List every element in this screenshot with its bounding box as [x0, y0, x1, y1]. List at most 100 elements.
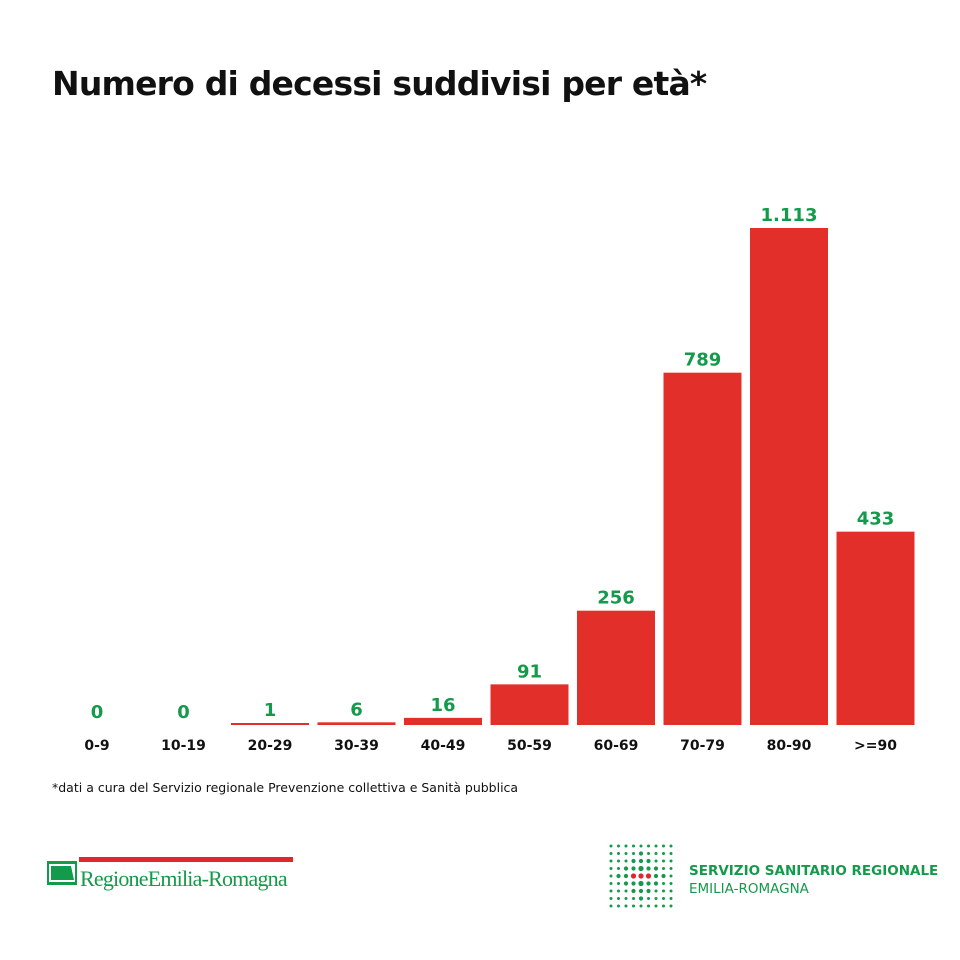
logo-dot	[662, 897, 665, 900]
logo-dot	[654, 859, 658, 863]
logo-dot	[638, 865, 644, 872]
logo-dot	[645, 873, 652, 879]
logo-dot	[638, 888, 644, 894]
value-label-10-19: 0	[177, 702, 190, 723]
logo-dot	[669, 889, 673, 893]
category-label-10-19: 10-19	[161, 738, 206, 754]
logo-dot	[647, 852, 650, 855]
logo-dot	[653, 881, 659, 886]
value-label-70-79: 789	[684, 350, 722, 371]
bar-60-69	[577, 610, 655, 725]
logo-dot	[617, 904, 620, 908]
logo-dot	[624, 844, 628, 848]
logo-dot	[617, 897, 620, 900]
logo-dot	[654, 889, 658, 893]
logo-dot	[638, 896, 644, 901]
logo-dot	[662, 867, 665, 870]
logo-dot	[623, 873, 629, 879]
logo-dot	[631, 881, 636, 886]
category-labels-group: 0-9 10-19 20-29 30-39 40-49 50-59 60-69 70-79 80…	[84, 738, 897, 754]
logo-dot	[654, 852, 658, 855]
logo-dot	[609, 904, 613, 908]
regione-logo-text: RegioneEmilia-Romagna	[80, 866, 288, 891]
value-label-50-59: 91	[517, 661, 542, 682]
logo-dot	[638, 858, 644, 864]
logo-dot	[624, 904, 628, 908]
logo-dot	[646, 888, 651, 894]
category-label-60-69: 60-69	[594, 738, 639, 754]
logo-dot	[631, 866, 636, 871]
logo-dot	[623, 881, 629, 886]
bar-30-39	[317, 722, 396, 725]
logo-dot	[662, 852, 665, 855]
category-label-40-49: 40-49	[421, 738, 466, 754]
logo-dot	[639, 904, 643, 908]
region-flag-icon	[47, 861, 77, 885]
logo-dot	[609, 889, 613, 893]
category-label->=90: >=90	[854, 738, 897, 754]
logo-dot	[609, 852, 613, 855]
logo-dot	[669, 844, 673, 848]
category-label-30-39: 30-39	[334, 738, 379, 754]
value-label-30-39: 6	[350, 699, 363, 720]
logo-dot	[647, 904, 650, 908]
bar-20-29	[231, 723, 309, 725]
logo-dot	[631, 888, 636, 894]
logo-dot	[654, 904, 658, 908]
logo-dot	[646, 866, 651, 871]
bar-50-59	[490, 684, 569, 725]
logo-dot	[609, 874, 613, 878]
footnote: *dati a cura del Servizio regionale Prev…	[52, 780, 519, 795]
logo-dot	[662, 882, 665, 885]
logo-dot	[647, 897, 650, 900]
logo-dot	[631, 858, 636, 864]
ssr-line-2: EMILIA-ROMAGNA	[689, 881, 809, 897]
logo-dot	[669, 897, 673, 900]
logo-dot	[623, 866, 629, 871]
category-label-70-79: 70-79	[680, 738, 725, 754]
logo-dot	[609, 844, 613, 848]
logo-dot	[632, 852, 635, 855]
logo-dot	[638, 873, 644, 879]
logo-dot	[669, 867, 673, 870]
value-label-40-49: 16	[430, 695, 455, 716]
logo-dot	[646, 881, 651, 886]
logo-dot	[669, 874, 673, 878]
logo-dot	[662, 889, 665, 893]
logo-dot	[617, 867, 620, 870]
logo-dot	[617, 889, 620, 893]
logo-dot	[639, 844, 643, 848]
logo-dot	[624, 889, 628, 893]
ssr-logo-text: SERVIZIO SANITARIO REGIONALE EMILIA-ROMA…	[689, 862, 938, 898]
logo-dot	[616, 873, 621, 879]
ssr-line-1: SERVIZIO SANITARIO REGIONALE	[689, 863, 939, 879]
bar-70-79	[663, 372, 742, 725]
logo-dot	[669, 852, 673, 855]
logo-dot	[646, 858, 651, 864]
logo-dot	[638, 851, 644, 856]
category-label-20-29: 20-29	[248, 738, 293, 754]
value-label->=90: 433	[857, 509, 895, 530]
bar-80-90	[750, 228, 828, 725]
logo-dot	[654, 897, 658, 900]
value-label-80-90: 1.113	[761, 205, 818, 226]
category-label-0-9: 0-9	[84, 738, 109, 754]
logo-dot	[609, 859, 613, 863]
logo-dot	[653, 873, 659, 879]
logo-dot	[647, 844, 650, 848]
value-label-20-29: 1	[264, 700, 277, 721]
logo-dot	[638, 880, 644, 887]
logo-dot	[662, 904, 665, 908]
logo-dot	[661, 873, 666, 879]
logo-dot	[624, 852, 628, 855]
value-label-60-69: 256	[597, 588, 635, 609]
chart-title: Numero di decessi suddivisi per età*	[52, 64, 707, 103]
logo-dot	[669, 904, 673, 908]
logo-dot	[654, 844, 658, 848]
logo-dot	[630, 873, 637, 879]
servizio-sanitario-logo: SERVIZIO SANITARIO REGIONALE EMILIA-ROMA…	[607, 842, 938, 912]
logo-dot	[617, 859, 620, 863]
logo-dot	[653, 866, 659, 871]
